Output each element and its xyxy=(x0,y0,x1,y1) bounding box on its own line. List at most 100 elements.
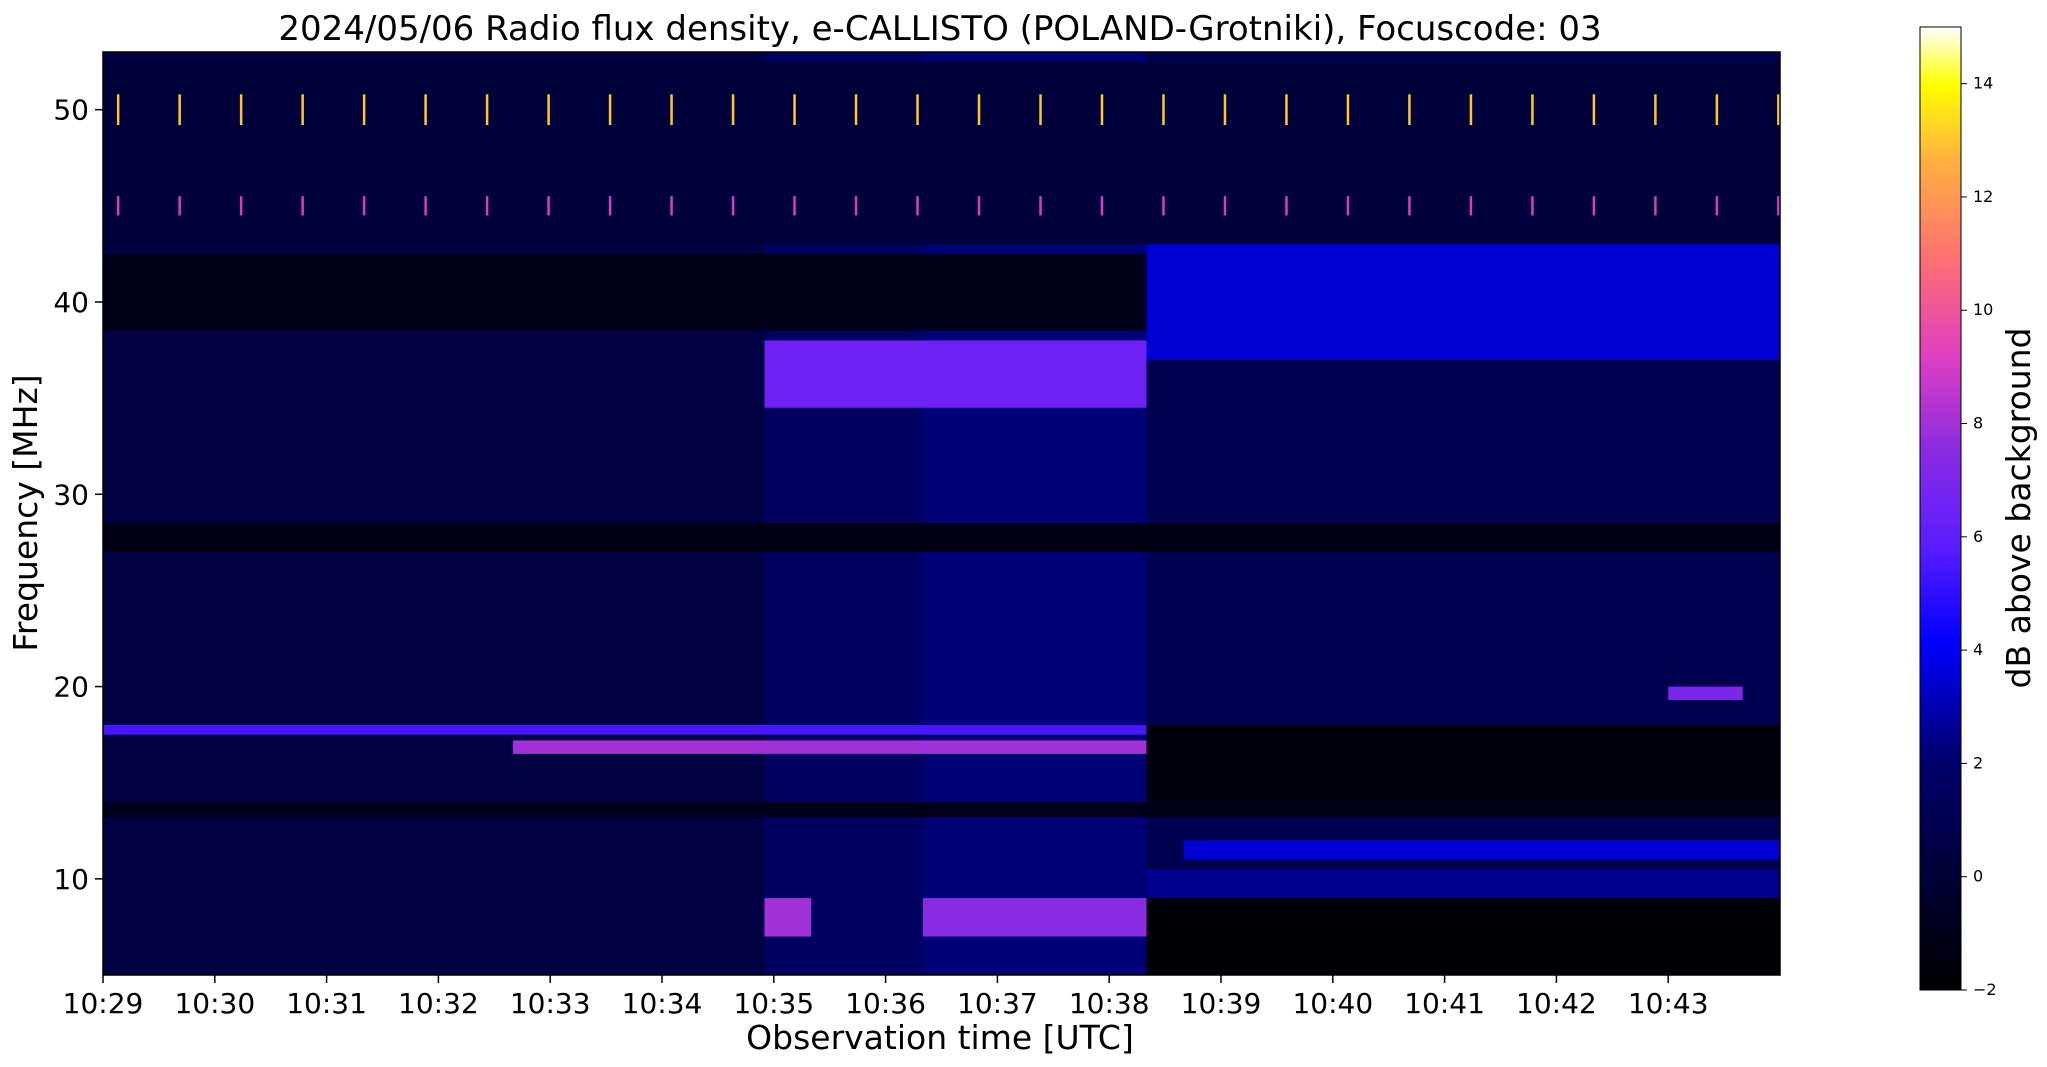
heatmap-band xyxy=(764,340,1147,408)
heatmap-spike xyxy=(239,196,243,216)
colorbar-tick-label: 6 xyxy=(1973,527,1983,546)
y-tick-label: 10 xyxy=(53,863,89,896)
heatmap-spike xyxy=(793,94,796,126)
x-tick-label: 10:32 xyxy=(398,987,479,1020)
x-tick-label: 10:40 xyxy=(1292,987,1373,1020)
heatmap-band xyxy=(764,898,812,937)
colorbar-tick-label: 0 xyxy=(1973,867,1983,886)
y-tick-label: 40 xyxy=(53,286,89,319)
colorbar-ticks: −2 0 2 4 6 8 10 12 14 xyxy=(1961,74,1997,999)
heatmap-spike xyxy=(1223,196,1227,216)
y-tick-label: 50 xyxy=(53,94,89,127)
heatmap-spike xyxy=(793,196,796,216)
heatmap-band xyxy=(1146,244,1780,360)
x-tick-label: 10:30 xyxy=(174,987,255,1020)
heatmap-spike xyxy=(1100,94,1104,126)
heatmap-spike xyxy=(1408,196,1411,216)
heatmap-band xyxy=(103,523,1780,552)
x-tick-label: 10:42 xyxy=(1516,987,1597,1020)
x-tick-label: 10:33 xyxy=(510,987,591,1020)
chart-title: 2024/05/06 Radio flux density, e-CALLIST… xyxy=(278,9,1601,49)
heatmap-spike xyxy=(301,94,304,126)
heatmap-spike xyxy=(1592,196,1596,216)
x-tick-label: 10:39 xyxy=(1181,987,1262,1020)
heatmap-band xyxy=(103,801,1780,818)
heatmap-spike xyxy=(116,196,120,216)
heatmap-band xyxy=(103,725,1147,735)
x-tick-label: 10:29 xyxy=(63,987,144,1020)
heatmap-spike xyxy=(670,196,673,216)
heatmap-spike xyxy=(1654,196,1657,216)
heatmap-band xyxy=(1146,869,1780,899)
heatmap-spike xyxy=(854,196,858,216)
x-tick-label: 10:34 xyxy=(622,987,703,1020)
heatmap-band xyxy=(922,898,1147,937)
heatmap-spike xyxy=(301,196,304,216)
heatmap-spike xyxy=(608,196,612,216)
heatmap-spike xyxy=(362,196,366,216)
heatmap-spike xyxy=(977,196,981,216)
heatmap-spike xyxy=(1285,94,1288,126)
x-tick-label: 10:43 xyxy=(1628,987,1709,1020)
heatmap-spike xyxy=(1039,196,1042,216)
heatmap-spike xyxy=(1408,94,1411,126)
heatmap-spike xyxy=(1162,196,1165,216)
x-axis-ticks: 10:29 10:30 10:31 10:32 10:33 10:34 10:35 10:36… xyxy=(63,975,1709,1020)
heatmap-spike xyxy=(485,196,489,216)
heatmap-spike xyxy=(239,94,243,126)
y-axis-label: Frequency [MHz] xyxy=(6,374,45,651)
heatmap-spike xyxy=(547,196,550,216)
heatmap-spike xyxy=(1469,94,1473,126)
heatmap-spike xyxy=(1469,196,1473,216)
x-tick-label: 10:35 xyxy=(733,987,814,1020)
colorbar-label: dB above background xyxy=(1999,328,2038,689)
heatmap-spike xyxy=(547,94,550,126)
colorbar-tick-label: 14 xyxy=(1973,74,1993,93)
y-tick-label: 30 xyxy=(53,478,89,511)
x-tick-label: 10:31 xyxy=(286,987,367,1020)
heatmap-spike xyxy=(1162,94,1165,126)
heatmap-band xyxy=(103,61,1780,245)
heatmap-spike xyxy=(731,94,735,126)
heatmap-spike xyxy=(608,94,612,126)
heatmap-band xyxy=(512,740,1147,754)
heatmap-spike xyxy=(1285,196,1288,216)
heatmap-spike xyxy=(1346,196,1350,216)
heatmap-spike xyxy=(1777,196,1780,216)
heatmap-spike xyxy=(1654,94,1657,126)
heatmap-spike xyxy=(1346,94,1350,126)
x-axis-label: Observation time [UTC] xyxy=(746,1018,1134,1057)
heatmap-spike xyxy=(916,196,919,216)
heatmap-spike xyxy=(178,196,181,216)
x-tick-label: 10:36 xyxy=(845,987,926,1020)
heatmap-spike xyxy=(1100,196,1104,216)
colorbar-tick-label: 2 xyxy=(1973,753,1983,772)
heatmap-spike xyxy=(116,94,120,126)
heatmap-spike xyxy=(362,94,366,126)
heatmap-spike xyxy=(670,94,673,126)
heatmap-cells xyxy=(103,52,1780,975)
heatmap-spike xyxy=(916,94,919,126)
y-axis-ticks: 10 20 30 40 50 xyxy=(53,94,103,896)
y-tick-label: 20 xyxy=(53,671,89,704)
colorbar-tick-label: 8 xyxy=(1973,414,1983,433)
heatmap-spike xyxy=(485,94,489,126)
colorbar-tick-label: −2 xyxy=(1973,980,1997,999)
plot-area xyxy=(103,52,1780,975)
heatmap-spike xyxy=(1777,94,1780,126)
heatmap-spike xyxy=(1039,94,1042,126)
heatmap-spike xyxy=(1715,196,1719,216)
heatmap-band xyxy=(1183,840,1780,860)
x-tick-label: 10:41 xyxy=(1404,987,1485,1020)
heatmap-band xyxy=(1146,898,1780,975)
x-tick-label: 10:38 xyxy=(1069,987,1150,1020)
heatmap-spike xyxy=(854,94,858,126)
colorbar xyxy=(1919,26,1962,991)
heatmap-spike xyxy=(1223,94,1227,126)
heatmap-spike xyxy=(731,196,735,216)
heatmap-spike xyxy=(1715,94,1719,126)
heatmap-spike xyxy=(1592,94,1596,126)
heatmap-spike xyxy=(1531,196,1534,216)
heatmap-spike xyxy=(977,94,981,126)
